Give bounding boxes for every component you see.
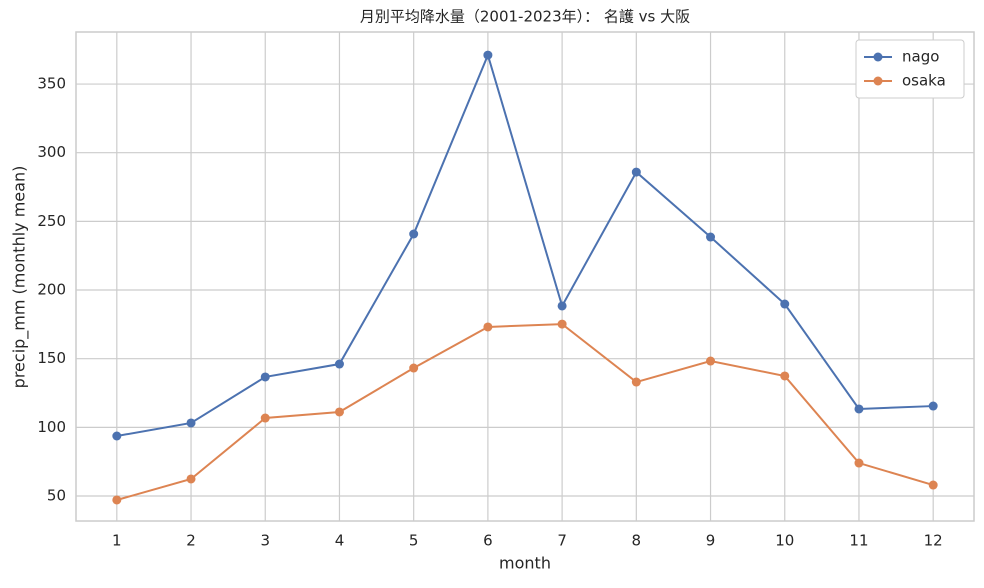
y-tick-label: 150	[37, 349, 66, 367]
marker	[112, 495, 122, 505]
line	[116, 323, 934, 501]
chart-title: 月別平均降水量（2001-2023年）： 名護 vs 大阪	[360, 8, 690, 26]
y-tick-label: 250	[37, 212, 66, 230]
x-tick-label: 12	[924, 532, 943, 550]
marker	[780, 299, 790, 309]
marker	[334, 359, 344, 369]
marker	[854, 458, 864, 468]
marker	[631, 377, 641, 387]
legend-label: nago	[902, 48, 939, 66]
y-tick-label: 200	[37, 281, 66, 299]
marker	[483, 322, 493, 332]
marker	[706, 232, 716, 242]
x-tick-label: 4	[335, 532, 345, 550]
marker	[112, 431, 122, 441]
marker	[186, 474, 196, 484]
legend-marker	[873, 76, 883, 86]
legend-label: osaka	[902, 72, 946, 90]
x-tick-label: 10	[775, 532, 794, 550]
y-tick-label: 350	[37, 75, 66, 93]
marker	[706, 356, 716, 366]
y-tick-label: 50	[47, 487, 66, 505]
marker	[557, 319, 567, 329]
plot-frame	[75, 31, 975, 522]
marker	[260, 413, 270, 423]
y-tick-label: 300	[37, 143, 66, 161]
legend-box	[855, 39, 965, 99]
marker	[928, 480, 938, 490]
x-tick-label: 9	[706, 532, 716, 550]
x-tick-label: 11	[849, 532, 868, 550]
x-tick-label: 6	[483, 532, 493, 550]
marker	[928, 401, 938, 411]
marker	[186, 418, 196, 428]
x-tick-label: 2	[186, 532, 196, 550]
legend-marker	[873, 52, 883, 62]
x-tick-label: 8	[632, 532, 642, 550]
marker	[631, 167, 641, 177]
x-tick-label: 3	[260, 532, 270, 550]
y-tick-label: 100	[37, 418, 66, 436]
marker	[334, 407, 344, 417]
x-tick-label: 1	[112, 532, 122, 550]
legend: nago osaka	[855, 39, 965, 99]
marker	[409, 229, 419, 239]
x-axis-label: month	[499, 554, 551, 573]
marker	[260, 372, 270, 382]
marker	[409, 363, 419, 373]
line	[116, 52, 934, 437]
marker	[483, 50, 493, 60]
x-tick-label: 7	[557, 532, 567, 550]
x-tick-label: 5	[409, 532, 419, 550]
marker	[557, 301, 567, 311]
marker	[854, 404, 864, 414]
y-axis-label: precip_mm (monthly mean)	[10, 166, 30, 389]
marker	[780, 371, 790, 381]
